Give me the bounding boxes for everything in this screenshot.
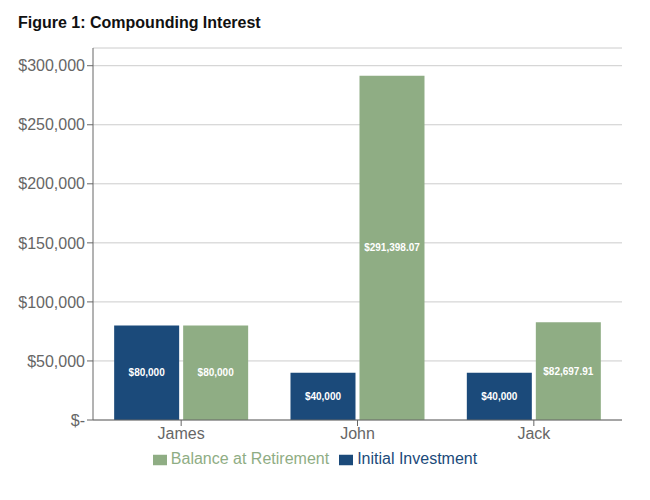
svg-text:$40,000: $40,000 bbox=[305, 391, 342, 402]
svg-text:Jack: Jack bbox=[517, 425, 551, 442]
svg-text:James: James bbox=[158, 425, 205, 442]
svg-text:$80,000: $80,000 bbox=[198, 367, 235, 378]
svg-text:John: John bbox=[340, 425, 375, 442]
html-text:Figure 1: Compounding Interest: Figure 1: Compounding Interest bbox=[18, 14, 261, 31]
svg-text:$50,000: $50,000 bbox=[27, 353, 85, 370]
html-text:Balance at Retirement: Balance at Retirement bbox=[170, 450, 330, 467]
svg-text:$82,697.91: $82,697.91 bbox=[543, 366, 593, 377]
svg-text:$200,000: $200,000 bbox=[18, 175, 85, 192]
html-text:Initial Investment: Initial Investment bbox=[357, 450, 478, 467]
svg-text:$-: $- bbox=[71, 412, 85, 429]
svg-text:$40,000: $40,000 bbox=[481, 391, 518, 402]
svg-text:$291,398.07: $291,398.07 bbox=[364, 242, 420, 253]
svg-text:$300,000: $300,000 bbox=[18, 57, 85, 74]
svg-text:$150,000: $150,000 bbox=[18, 235, 85, 252]
svg-text:$100,000: $100,000 bbox=[18, 294, 85, 311]
svg-text:$80,000: $80,000 bbox=[129, 367, 166, 378]
svg-text:$250,000: $250,000 bbox=[18, 116, 85, 133]
